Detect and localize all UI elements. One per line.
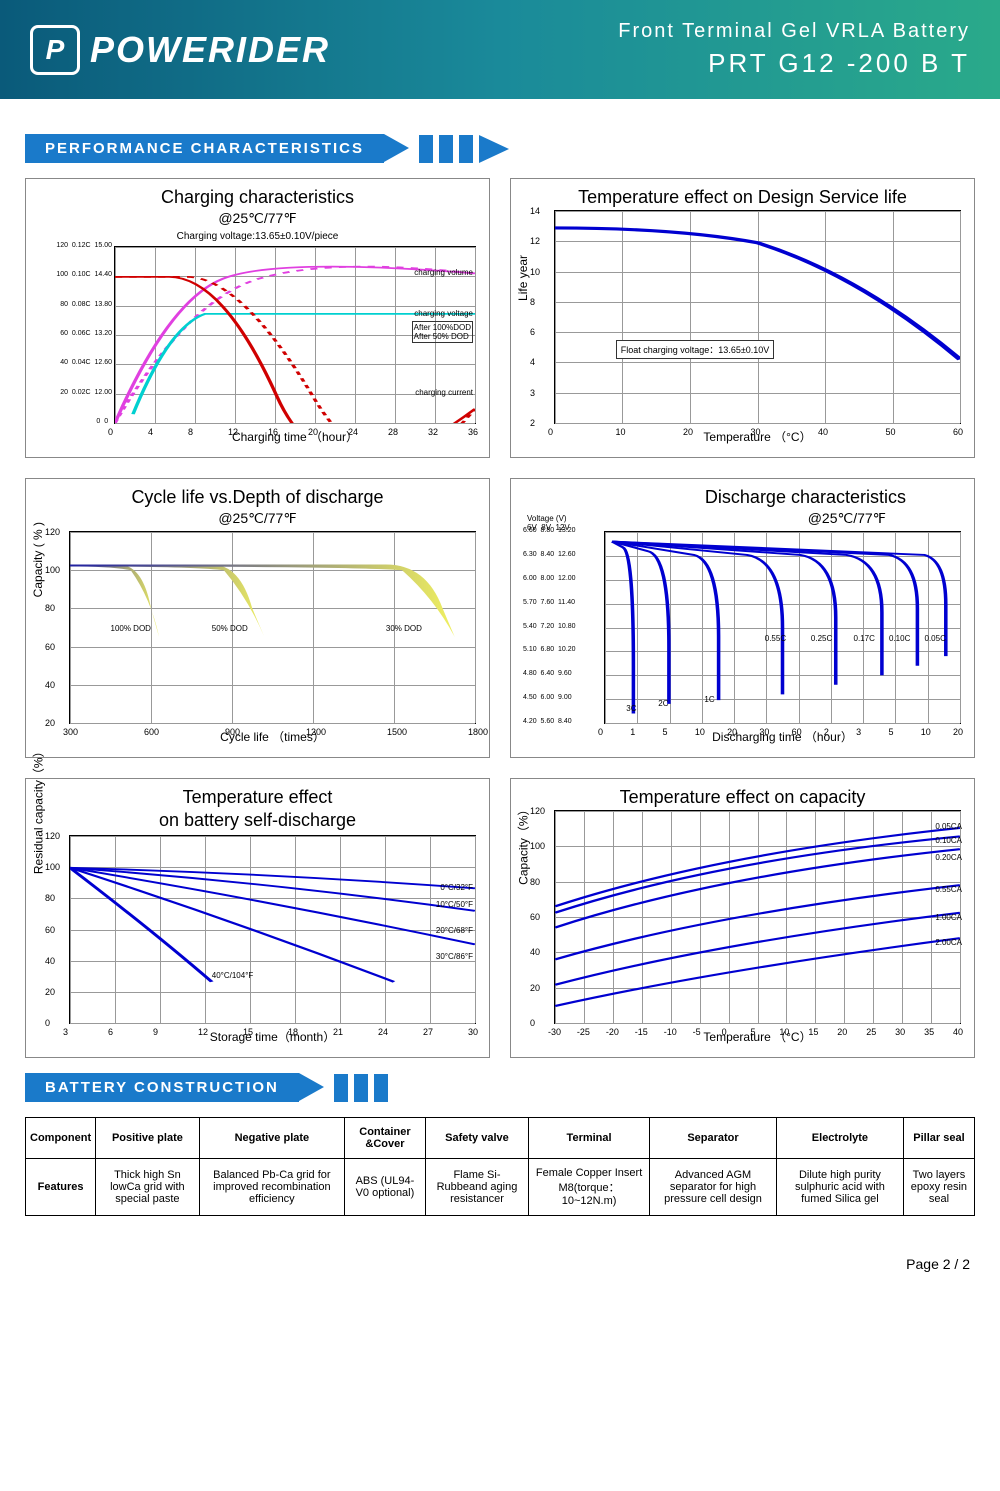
- table-cell: Flame Si-Rubbeand aging resistancer: [425, 1159, 528, 1216]
- chart-curves: [605, 532, 960, 723]
- table-header: Electrolyte: [776, 1118, 903, 1159]
- header-model: PRT G12 -200 B T: [618, 48, 970, 79]
- chart-sub: @25℃/77℉: [34, 510, 481, 527]
- x-label: Temperature （°C）: [703, 1028, 811, 1045]
- chart-title: Temperature effect on capacity: [519, 787, 966, 808]
- rate: 1.00CA: [935, 913, 962, 922]
- chart-discharge: Discharge characteristics @25℃/77℉ Disch…: [510, 478, 975, 758]
- y-label: Residual capacity（%）: [30, 745, 47, 874]
- chart-area: Capacity（%） Temperature （°C） 12010080604…: [554, 810, 961, 1024]
- chart-area: Residual capacity（%） Storage time（month）…: [69, 835, 476, 1024]
- section-construction: BATTERY CONSTRUCTION: [25, 1073, 975, 1102]
- chart-temp-life: Temperature effect on Design Service lif…: [510, 178, 975, 458]
- legend: charging voltage: [414, 309, 473, 318]
- rate: 3C: [626, 704, 636, 713]
- rate: 0.05C: [925, 634, 946, 643]
- chart-curves: [70, 836, 475, 1023]
- chart-title: Cycle life vs.Depth of discharge: [34, 487, 481, 508]
- logo-icon: P: [30, 25, 80, 75]
- table-cell: Thick high Sn lowCa grid with special pa…: [96, 1159, 200, 1216]
- charts-grid: Charging characteristics @25℃/77℉ Chargi…: [25, 178, 975, 1058]
- content: PERFORMANCE CHARACTERISTICS Charging cha…: [0, 99, 1000, 1236]
- y-label: Capacity ( % ): [31, 521, 45, 596]
- section-performance: PERFORMANCE CHARACTERISTICS: [25, 134, 975, 163]
- chart-temp-capacity: Temperature effect on capacity Capacity（…: [510, 778, 975, 1058]
- chart-cycle-life: Cycle life vs.Depth of discharge @25℃/77…: [25, 478, 490, 758]
- chart-curves: [555, 211, 960, 423]
- page-header: P POWERIDER Front Terminal Gel VRLA Batt…: [0, 0, 1000, 99]
- x-label: Storage time（month）: [210, 1028, 335, 1045]
- table-cell: Advanced AGM separator for high pressure…: [650, 1159, 777, 1216]
- chart-title: Temperature effect: [34, 787, 481, 808]
- dod-label: 50% DOD: [212, 624, 248, 633]
- chart-title: Discharge characteristics: [519, 487, 966, 508]
- table-header: Positive plate: [96, 1118, 200, 1159]
- table-header: Pillar seal: [903, 1118, 974, 1159]
- legend: charging current: [415, 388, 473, 397]
- temp: 20°C/68°F: [436, 926, 473, 935]
- table-row: FeaturesThick high Sn lowCa grid with sp…: [26, 1159, 975, 1216]
- y-label: Life year: [516, 255, 530, 301]
- page-footer: Page 2 / 2: [0, 1236, 1000, 1292]
- stripes-icon: [334, 1074, 388, 1102]
- table-header: Separator: [650, 1118, 777, 1159]
- temp: 0°C/32°F: [440, 883, 473, 892]
- chart-sub: @25℃/77℉: [34, 210, 481, 227]
- rate: 0.25C: [811, 634, 832, 643]
- header-subtitle: Front Terminal Gel VRLA Battery: [618, 20, 970, 43]
- table-header: Safety valve: [425, 1118, 528, 1159]
- table-cell: Female Copper Insert M8(torque：10~12N.m): [529, 1159, 650, 1216]
- logo-text: POWERIDER: [90, 29, 330, 71]
- table-header: Component: [26, 1118, 96, 1159]
- chart-curves: [555, 811, 960, 1023]
- temp: 10°C/50°F: [436, 900, 473, 909]
- table-header: Container &Cover: [345, 1118, 426, 1159]
- rate: 0.55C: [765, 634, 786, 643]
- header-right: Front Terminal Gel VRLA Battery PRT G12 …: [618, 20, 970, 79]
- rate: 2C: [658, 699, 668, 708]
- dod-label: 100% DOD: [111, 624, 151, 633]
- table-header: Terminal: [529, 1118, 650, 1159]
- chart-sub: on battery self-discharge: [34, 810, 481, 831]
- table-header: Negative plate: [199, 1118, 344, 1159]
- dod-label: 30% DOD: [386, 624, 422, 633]
- row-label: Features: [26, 1159, 96, 1216]
- chart-title: Charging characteristics: [34, 187, 481, 208]
- rate: 0.10C: [889, 634, 910, 643]
- rate: 0.10CA: [935, 836, 962, 845]
- chart-note: Charging voltage:13.65±0.10V/piece: [34, 231, 481, 242]
- chart-sub: @25℃/77℉: [519, 510, 966, 527]
- chart-area: Discharging time （hour） 6.60 8.80 13.206…: [604, 531, 961, 724]
- chart-area: Capacity ( % ) Cycle life （times） 120100…: [69, 531, 476, 724]
- table-cell: Balanced Pb-Ca grid for improved recombi…: [199, 1159, 344, 1216]
- x-label: Charging time （hour）: [232, 428, 358, 445]
- construction-table: ComponentPositive plateNegative plateCon…: [25, 1117, 975, 1216]
- table-cell: ABS (UL94-V0 optional): [345, 1159, 426, 1216]
- chart-charging: Charging characteristics @25℃/77℉ Chargi…: [25, 178, 490, 458]
- logo: P POWERIDER: [30, 25, 330, 75]
- chart-title: Temperature effect on Design Service lif…: [519, 187, 966, 208]
- rate: 0.55CA: [935, 885, 962, 894]
- rate: 1C: [704, 695, 714, 704]
- legend: charging volume: [414, 268, 473, 277]
- y-label: Capacity（%）: [515, 803, 532, 884]
- legend: After 100%DODAfter 50% DOD: [412, 321, 473, 343]
- chart-self-discharge: Temperature effect on battery self-disch…: [25, 778, 490, 1058]
- chart-area: Life year Temperature （°C） 1412108643201…: [554, 210, 961, 424]
- voltage-header: Voltage (V) 6V 8V 12V: [527, 514, 570, 532]
- chart-area: Charging time （hour） 120 0.12C 15.00100 …: [114, 246, 476, 424]
- rate: 0.20CA: [935, 853, 962, 862]
- table-cell: Dilute high purity sulphuric acid with f…: [776, 1159, 903, 1216]
- stripes-icon: [419, 135, 509, 163]
- rate: 0.05CA: [935, 822, 962, 831]
- table-cell: Two layers epoxy resin seal: [903, 1159, 974, 1216]
- temp: 30°C/86°F: [436, 952, 473, 961]
- rate: 2.00CA: [935, 938, 962, 947]
- section-title: BATTERY CONSTRUCTION: [25, 1073, 299, 1102]
- temp: 40°C/104°F: [212, 971, 254, 980]
- table-header-row: ComponentPositive plateNegative plateCon…: [26, 1118, 975, 1159]
- chart-note: Float charging voltage：13.65±0.10V: [616, 340, 775, 359]
- rate: 0.17C: [854, 634, 875, 643]
- section-title: PERFORMANCE CHARACTERISTICS: [25, 134, 384, 163]
